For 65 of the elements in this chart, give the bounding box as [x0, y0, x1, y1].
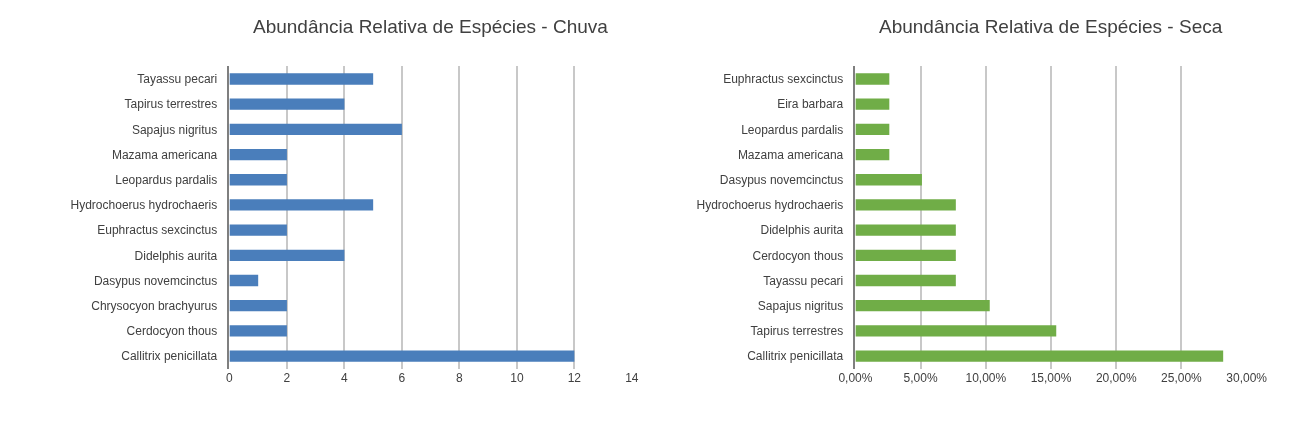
- y-tick-label: Eira barbara: [777, 97, 844, 112]
- bar: [229, 249, 345, 261]
- y-tick-label: Didelphis aurita: [134, 248, 218, 263]
- y-tick-label: Chrysocyon brachyurus: [91, 298, 218, 313]
- x-tick-label: 15,00%: [1030, 370, 1072, 385]
- bar: [229, 148, 287, 161]
- chart-title: Abundância Relativa de Espécies - Chuva: [253, 16, 609, 37]
- y-tick-label: Dasypus novemcinctus: [719, 172, 844, 187]
- x-tick-label: 20,00%: [1095, 370, 1137, 385]
- bar: [855, 98, 890, 110]
- bar: [855, 123, 890, 136]
- y-tick-label: Sapajus nigritus: [757, 298, 844, 313]
- y-tick-label: Euphractus sexcinctus: [97, 223, 218, 238]
- x-tick-label: 0: [226, 370, 234, 385]
- x-tick-label: 5,00%: [903, 370, 938, 385]
- x-tick-label: 8: [456, 370, 464, 385]
- bar: [855, 174, 922, 186]
- bar: [229, 199, 374, 211]
- bar: [229, 123, 402, 136]
- bar: [229, 325, 287, 337]
- x-tick-label: 2: [283, 370, 291, 385]
- bar: [229, 73, 374, 85]
- y-tick-label: Didelphis aurita: [760, 223, 844, 238]
- bar: [855, 199, 956, 211]
- y-tick-label: Sapajus nigritus: [131, 122, 218, 137]
- y-tick-label: Callitrix penicillata: [747, 349, 844, 364]
- x-tick-label: 10,00%: [965, 370, 1007, 385]
- chart-title: Abundância Relativa de Espécies - Seca: [879, 16, 1223, 37]
- y-tick-label: Tayassu pecari: [137, 72, 218, 87]
- x-tick-label: 6: [398, 370, 406, 385]
- x-tick-label: 30,00%: [1226, 370, 1268, 385]
- y-tick-label: Cerdocyon thous: [752, 248, 844, 263]
- y-tick-label: Mazama americana: [737, 147, 844, 162]
- bar: [855, 148, 890, 161]
- y-tick-label: Leopardus pardalis: [741, 122, 844, 137]
- y-tick-label: Dasypus novemcinctus: [93, 273, 218, 288]
- y-tick-label: Leopardus pardalis: [115, 172, 218, 187]
- y-tick-label: Mazama americana: [111, 147, 218, 162]
- x-tick-label: 10: [510, 370, 524, 385]
- bar: [229, 350, 575, 362]
- y-tick-label: Callitrix penicillata: [121, 349, 218, 364]
- x-tick-label: 0,00%: [838, 370, 873, 385]
- bar: [855, 300, 990, 312]
- bar: [855, 325, 1057, 337]
- y-tick-label: Tapirus terrestres: [124, 97, 218, 112]
- x-tick-label: 25,00%: [1161, 370, 1203, 385]
- y-tick-label: Hydrochoerus hydrochaeris: [696, 198, 844, 213]
- x-tick-label: 12: [567, 370, 582, 385]
- x-tick-label: 4: [341, 370, 349, 385]
- y-tick-label: Tapirus terrestres: [750, 324, 844, 339]
- bar: [855, 224, 956, 236]
- bar: [855, 73, 890, 85]
- bar: [855, 350, 1224, 362]
- bar: [229, 174, 287, 186]
- bar: [229, 274, 259, 287]
- y-tick-label: Euphractus sexcinctus: [723, 72, 844, 87]
- bar: [229, 224, 287, 236]
- x-tick-label: 14: [625, 370, 639, 385]
- y-tick-label: Cerdocyon thous: [126, 324, 218, 339]
- bar: [229, 98, 345, 110]
- y-tick-label: Tayassu pecari: [763, 273, 844, 288]
- bar: [855, 249, 956, 261]
- bar: [855, 274, 956, 287]
- bar: [229, 300, 287, 312]
- y-tick-label: Hydrochoerus hydrochaeris: [70, 198, 218, 213]
